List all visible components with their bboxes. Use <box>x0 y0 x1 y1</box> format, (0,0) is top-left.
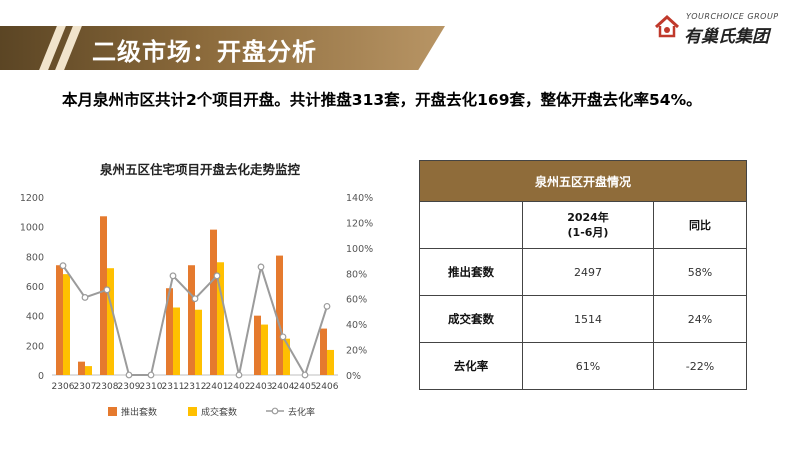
row-yoy: -22% <box>653 342 747 390</box>
logo-chinese-text: 有巢氏集团 <box>684 27 769 47</box>
sell-through-point <box>235 371 243 379</box>
bar-launched <box>276 255 283 375</box>
sell-through-point <box>81 294 89 301</box>
bar-sold <box>173 307 180 375</box>
table-header-yoy: 同比 <box>653 201 747 249</box>
x-tick-label: 2308 <box>96 382 119 392</box>
legend-label: 成交套数 <box>201 406 237 418</box>
combo-chart: 0 200 400 600 800 1000 1200 0% 20% 40% 60% 80% 100% 1… <box>20 193 373 418</box>
sell-through-point <box>125 371 133 379</box>
bar-sold <box>63 274 70 375</box>
row-value: 1514 <box>522 295 654 343</box>
logo-english-text: YOURCHOICE GROUP <box>686 12 779 21</box>
sell-through-point <box>103 286 111 294</box>
x-tick-label: 2403 <box>250 382 273 392</box>
sell-through-point <box>323 302 331 310</box>
sell-through-point <box>59 262 67 270</box>
y2-tick-label: 120% <box>346 218 373 229</box>
table-header-year: 2024年 (1-6月) <box>522 201 654 249</box>
y-tick-label: 1200 <box>20 193 44 204</box>
y2-tick-label: 60% <box>346 295 367 306</box>
bar-sold <box>195 309 202 375</box>
table-corner-cell <box>419 201 523 249</box>
house-roof-logo-icon <box>654 14 680 38</box>
y2-tick-label: 100% <box>346 244 373 255</box>
legend-swatch <box>188 407 197 416</box>
table-row: 去化率 61% -22% <box>419 342 747 390</box>
x-tick-label: 2309 <box>118 382 141 392</box>
y-tick-label: 800 <box>26 252 44 263</box>
x-tick-label: 2401 <box>206 382 229 392</box>
x-tick-label: 2310 <box>140 382 163 392</box>
bar-launched <box>188 265 195 375</box>
bar-launched <box>100 216 107 375</box>
sell-through-point <box>191 295 199 303</box>
bar-sold <box>283 338 290 375</box>
y-tick-label: 400 <box>26 312 44 323</box>
opening-summary-table: 泉州五区开盘情况 2024年 (1-6月) 同比 推出套数 2497 58% 成… <box>419 160 747 390</box>
x-tick-label: 2306 <box>52 382 75 392</box>
row-value: 2497 <box>522 248 654 296</box>
bar-sold <box>107 268 114 375</box>
y2-tick-label: 20% <box>346 346 367 357</box>
bar-launched <box>254 315 261 375</box>
bar-launched <box>166 288 173 375</box>
table-title: 泉州五区开盘情况 <box>419 160 747 202</box>
row-label: 去化率 <box>419 342 523 390</box>
y2-tick-label: 140% <box>346 193 373 204</box>
sell-through-point <box>301 371 309 379</box>
bar-launched <box>78 361 85 375</box>
year-label: 2024年 <box>567 211 609 224</box>
row-value: 61% <box>522 342 654 390</box>
sell-through-point <box>213 272 221 280</box>
legend-label: 推出套数 <box>121 406 157 418</box>
bar-sold <box>261 324 268 375</box>
x-tick-label: 2311 <box>162 382 185 392</box>
page-title: 二级市场：开盘分析 <box>92 38 317 66</box>
summary-text: 本月泉州市区共计2个项目开盘。共计推盘313套，开盘去化169套，整体开盘去化率… <box>62 91 702 109</box>
sell-through-point <box>257 263 265 271</box>
chart-title: 泉州五区住宅项目开盘去化走势监控 <box>99 162 300 177</box>
bar-sold <box>85 366 92 375</box>
y-tick-label: 600 <box>26 282 44 293</box>
bar-launched <box>320 328 327 375</box>
sell-through-point <box>147 371 155 379</box>
bar-launched <box>56 265 63 375</box>
row-label: 成交套数 <box>419 295 523 343</box>
y2-tick-label: 0% <box>346 371 361 382</box>
y-tick-label: 1000 <box>20 223 44 234</box>
legend-label: 去化率 <box>288 406 315 418</box>
sell-through-point <box>279 333 287 341</box>
legend-swatch <box>108 407 117 416</box>
bar-sold <box>327 349 334 375</box>
x-tick-label: 2402 <box>228 382 251 392</box>
row-yoy: 58% <box>653 248 747 296</box>
x-tick-label: 2405 <box>294 382 317 392</box>
row-label: 推出套数 <box>419 248 523 296</box>
x-tick-label: 2404 <box>272 382 295 392</box>
x-tick-label: 2307 <box>74 382 97 392</box>
y-tick-label: 200 <box>26 341 44 352</box>
y2-tick-label: 40% <box>346 320 367 331</box>
y-tick-label: 0 <box>38 371 44 382</box>
y2-tick-label: 80% <box>346 269 367 280</box>
sell-through-point <box>169 272 177 280</box>
table-row: 推出套数 2497 58% <box>419 248 747 296</box>
bar-launched <box>210 229 217 375</box>
legend-line-marker <box>271 407 279 415</box>
company-logo: YOURCHOICE GROUP 有巢氏集团 <box>654 10 784 48</box>
bar-sold <box>217 262 224 375</box>
row-yoy: 24% <box>653 295 747 343</box>
table-row: 成交套数 1514 24% <box>419 295 747 343</box>
x-tick-label: 2312 <box>184 382 207 392</box>
x-tick-label: 2406 <box>316 382 339 392</box>
range-label: (1-6月) <box>567 226 609 239</box>
